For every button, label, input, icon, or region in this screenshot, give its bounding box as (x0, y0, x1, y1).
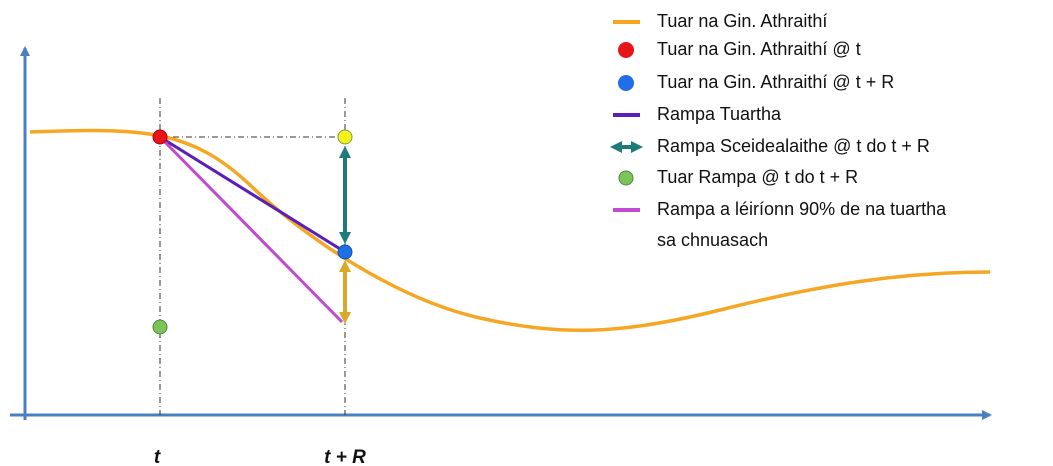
legend-label: Tuar Rampa @ t do t + R (657, 167, 858, 187)
legend: Tuar na Gin. Athraithí Tuar na Gin. Athra… (610, 11, 947, 250)
legend-label: Rampa Tuartha (657, 104, 782, 124)
blue-point (337, 244, 353, 260)
legend-label: Rampa Sceidealaithe @ t do t + R (657, 136, 930, 156)
legend-label: Tuar na Gin. Athraithí (657, 11, 827, 31)
legend-label: Tuar na Gin. Athraithí @ t (657, 39, 861, 59)
legend-label: sa chnuasach (657, 230, 768, 250)
red-point (152, 129, 168, 145)
yellow-point (337, 129, 353, 145)
legend-swatch (618, 170, 634, 186)
forecast-curve (29, 128, 991, 333)
green-point (152, 319, 168, 335)
ramp-90 (158, 135, 344, 324)
axis-label: t + R (324, 447, 366, 466)
axis-label: t (154, 447, 161, 466)
legend-swatch (618, 75, 634, 91)
legend-swatch (618, 42, 634, 58)
axes (10, 46, 992, 420)
legend-label: Tuar na Gin. Athraithí @ t + R (657, 72, 894, 92)
legend-label: Rampa a léiríonn 90% de na tuartha (657, 199, 947, 219)
forecast-ramp (159, 135, 346, 254)
